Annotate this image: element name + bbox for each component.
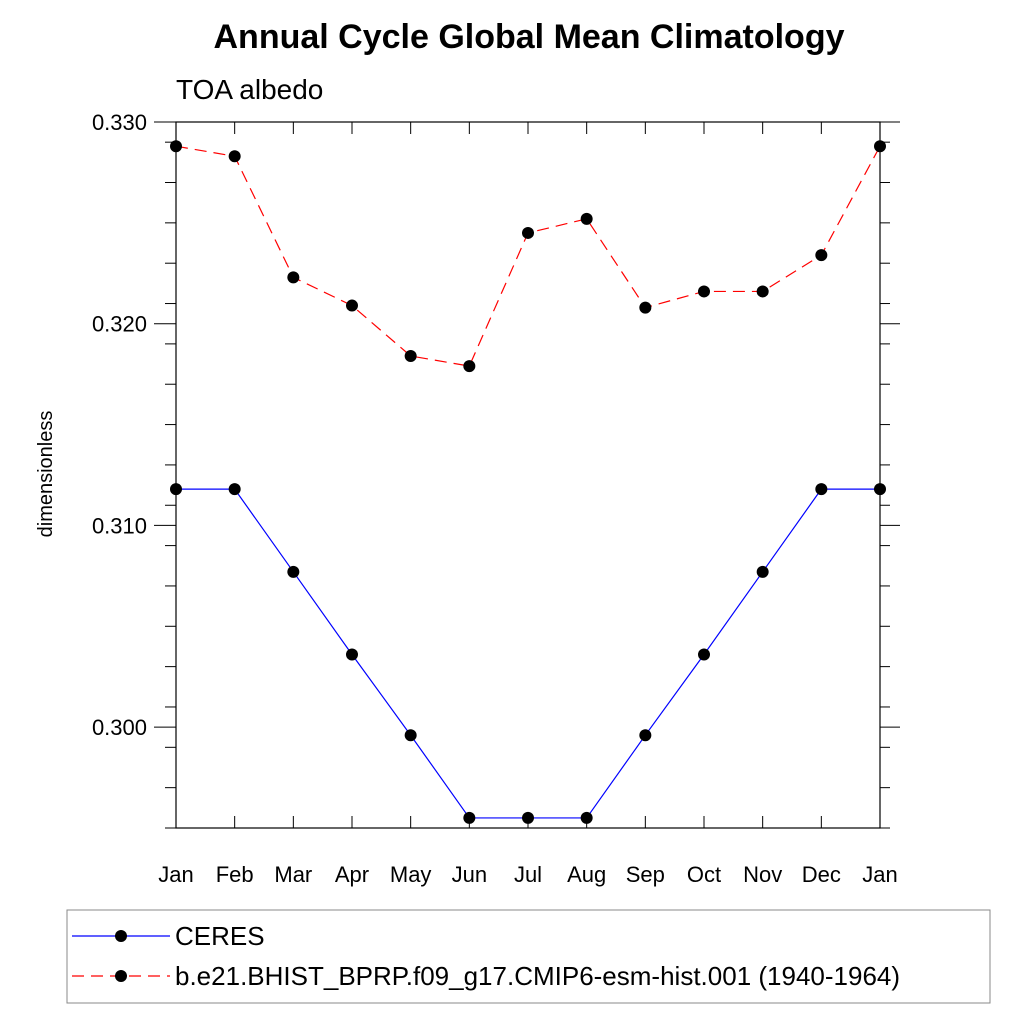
series-1-point bbox=[170, 140, 182, 153]
legend-label-ceres: CERES bbox=[175, 921, 265, 951]
x-tick-label: Apr bbox=[335, 862, 369, 887]
series-0-point bbox=[639, 729, 652, 742]
x-tick-label: Nov bbox=[743, 862, 782, 887]
axis-ticks: Jan Feb Mar Apr May Jun Jul Aug Sep Oct Nov Dec Jan 0… bbox=[92, 110, 900, 887]
series-0-point bbox=[756, 565, 769, 578]
series-markers bbox=[170, 140, 886, 824]
series-0-point bbox=[522, 811, 534, 824]
series-1-point bbox=[463, 360, 476, 373]
series-0-point bbox=[170, 483, 182, 496]
x-tick-label: Jul bbox=[514, 862, 542, 887]
x-tick-label: Jan bbox=[862, 862, 897, 887]
series-1-point bbox=[228, 150, 241, 163]
series-line-1 bbox=[175, 145, 881, 367]
series-1-point bbox=[522, 226, 534, 239]
series-line-0 bbox=[176, 488, 880, 819]
series-1-point bbox=[287, 271, 300, 284]
chart-title: Annual Cycle Global Mean Climatology bbox=[214, 18, 845, 56]
x-tick-label: Oct bbox=[687, 862, 721, 887]
x-tick-label: May bbox=[390, 862, 432, 887]
x-tick-label: Aug bbox=[567, 862, 606, 887]
series-1-point bbox=[404, 349, 417, 362]
x-tick-label: Feb bbox=[216, 862, 254, 887]
series-1-point bbox=[639, 301, 652, 314]
series-0-point bbox=[580, 811, 593, 824]
series-1-point bbox=[580, 212, 593, 225]
series-0-point bbox=[698, 648, 710, 661]
legend-marker-model bbox=[115, 970, 127, 982]
series-0-point bbox=[346, 648, 358, 661]
series-0-point bbox=[404, 729, 417, 742]
legend-box bbox=[66, 909, 991, 1004]
series-0-point bbox=[815, 483, 828, 496]
legend-label-model: b.e21.BHIST_BPRP.f09_g17.CMIP6-esm-hist.… bbox=[175, 961, 900, 991]
series-0-point bbox=[287, 565, 300, 578]
series-0-point bbox=[874, 483, 886, 496]
y-axis-label: dimensionless bbox=[35, 411, 57, 538]
x-tick-label: Dec bbox=[802, 862, 841, 887]
x-tick-label: Jun bbox=[452, 862, 487, 887]
series-1-point bbox=[874, 140, 886, 153]
series-1-point bbox=[346, 299, 358, 312]
y-tick-label: 0.300 bbox=[92, 715, 147, 740]
y-tick-label: 0.320 bbox=[92, 312, 147, 337]
series-1-point bbox=[698, 285, 710, 298]
series-0-point bbox=[463, 811, 476, 824]
x-tick-label: Sep bbox=[626, 862, 665, 887]
series-1-point bbox=[815, 249, 828, 262]
series-lines bbox=[175, 145, 881, 819]
y-tick-label: 0.330 bbox=[92, 110, 147, 135]
legend: CERES b.e21.BHIST_BPRP.f09_g17.CMIP6-esm… bbox=[66, 909, 991, 1004]
y-tick-label: 0.310 bbox=[92, 513, 147, 538]
series-0-point bbox=[228, 483, 241, 496]
chart-subtitle: TOA albedo bbox=[176, 74, 323, 105]
x-tick-label: Mar bbox=[274, 862, 312, 887]
x-tick-label: Jan bbox=[158, 862, 193, 887]
series-1-point bbox=[756, 285, 769, 298]
legend-marker-ceres bbox=[115, 930, 127, 942]
